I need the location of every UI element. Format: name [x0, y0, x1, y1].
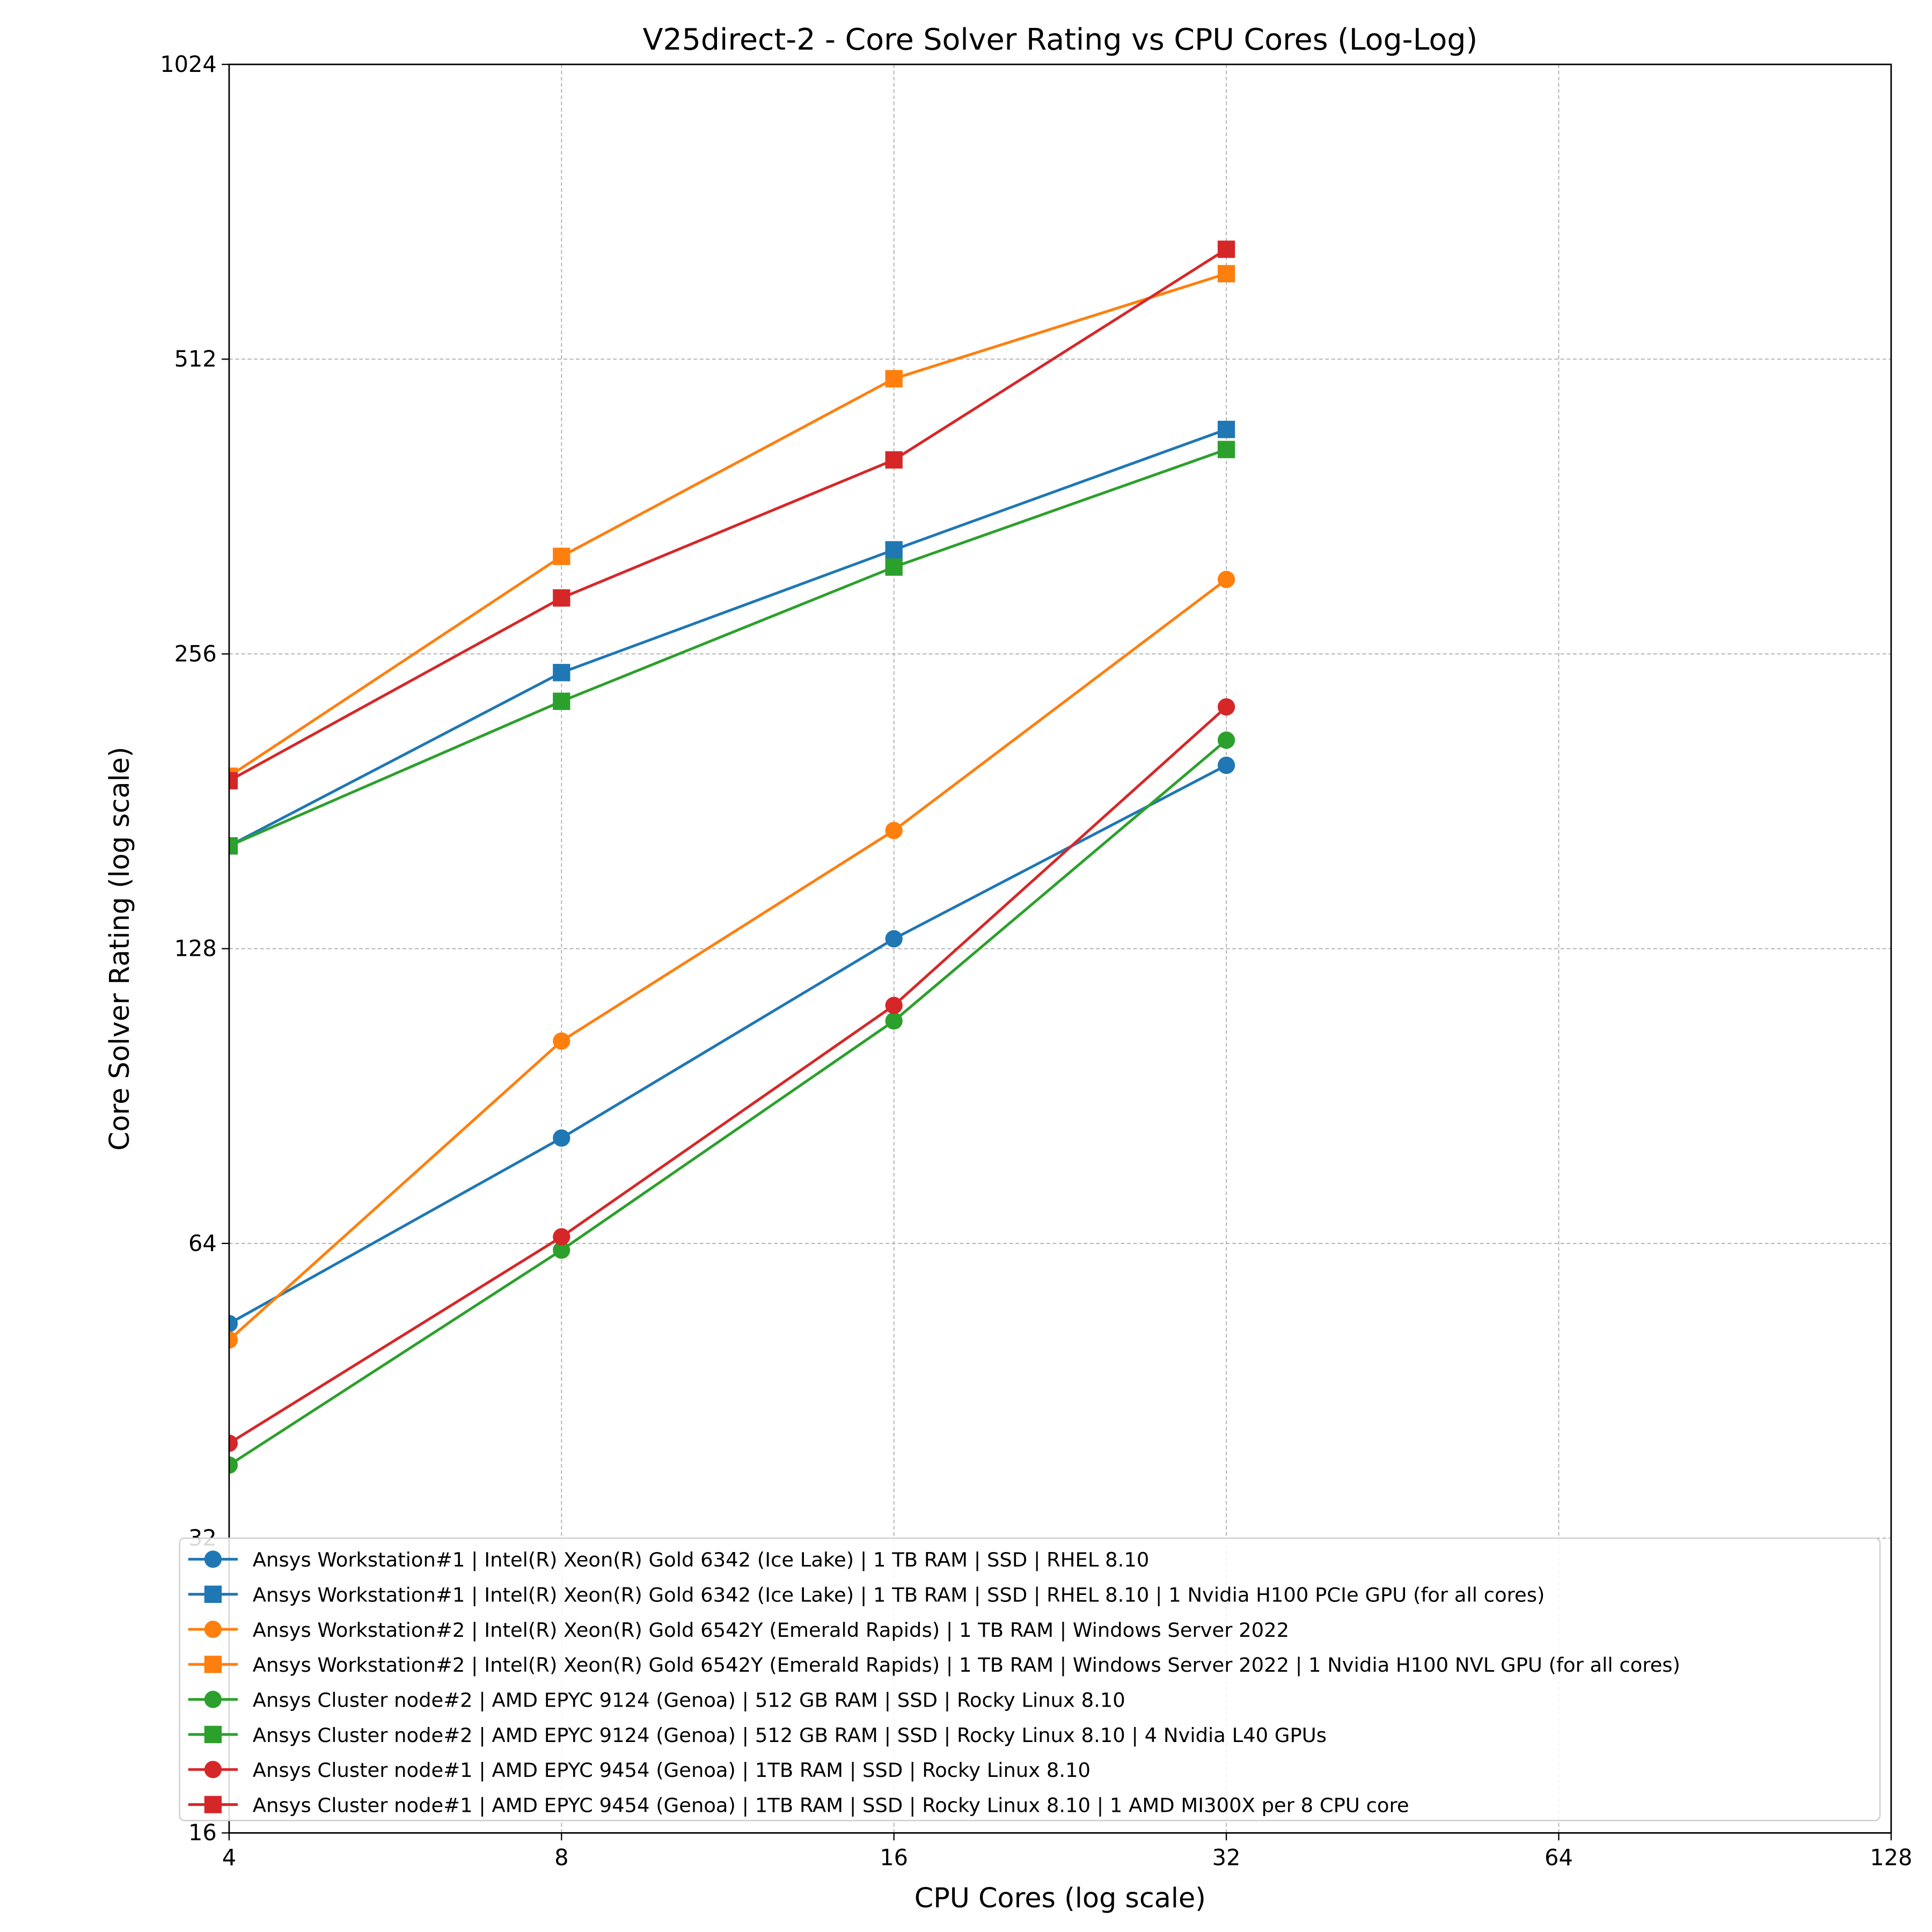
- y-tick-label: 512: [174, 346, 217, 372]
- data-point: [885, 822, 903, 839]
- legend-label: Ansys Cluster node#2 | AMD EPYC 9124 (Ge…: [253, 1688, 1125, 1712]
- x-axis-label: CPU Cores (log scale): [914, 1882, 1206, 1914]
- data-point: [885, 558, 903, 576]
- data-point: [553, 1228, 570, 1246]
- legend-label: Ansys Cluster node#2 | AMD EPYC 9124 (Ge…: [253, 1724, 1327, 1747]
- legend-marker: [204, 1796, 222, 1813]
- legend-entry: Ansys Cluster node#1 | AMD EPYC 9454 (Ge…: [188, 1759, 1091, 1782]
- series-line: [229, 764, 1227, 1325]
- legend-label: Ansys Cluster node#1 | AMD EPYC 9454 (Ge…: [253, 1794, 1409, 1817]
- data-point: [553, 1129, 570, 1147]
- legend-label: Ansys Cluster node#1 | AMD EPYC 9454 (Ge…: [253, 1759, 1091, 1782]
- legend-entry: Ansys Cluster node#2 | AMD EPYC 9124 (Ge…: [188, 1688, 1125, 1712]
- data-point: [885, 1012, 903, 1030]
- series-2: [229, 570, 1235, 1349]
- legend-box: [179, 1538, 1881, 1821]
- data-point: [1217, 570, 1235, 588]
- data-point: [229, 837, 238, 855]
- legend-label: Ansys Workstation#2 | Intel(R) Xeon(R) G…: [253, 1619, 1289, 1642]
- data-point: [229, 772, 238, 789]
- legend-label: Ansys Workstation#1 | Intel(R) Xeon(R) G…: [253, 1548, 1150, 1572]
- data-point: [1217, 421, 1235, 438]
- y-tick-label: 128: [174, 935, 217, 962]
- data-point: [553, 1241, 570, 1259]
- x-tick-label: 128: [1870, 1844, 1912, 1870]
- series-4: [229, 731, 1235, 1474]
- legend-label: Ansys Workstation#2 | Intel(R) Xeon(R) G…: [253, 1653, 1680, 1677]
- legend-marker: [204, 1690, 222, 1708]
- series-line: [229, 578, 1227, 1341]
- data-point: [885, 997, 903, 1014]
- data-point: [885, 930, 903, 948]
- legend-marker: [204, 1620, 222, 1638]
- series-5: [229, 441, 1235, 855]
- y-tick-label: 256: [174, 640, 217, 667]
- data-point: [229, 1315, 238, 1333]
- data-point: [885, 541, 903, 559]
- x-tick-label: 4: [222, 1844, 236, 1870]
- legend-marker: [204, 1585, 222, 1603]
- legend-entry: Ansys Workstation#2 | Intel(R) Xeon(R) G…: [188, 1619, 1289, 1642]
- data-point: [553, 589, 570, 607]
- legend-marker: [204, 1656, 222, 1673]
- series-6: [229, 698, 1235, 1452]
- legend-entry: Ansys Cluster node#2 | AMD EPYC 9124 (Ge…: [188, 1724, 1327, 1747]
- y-tick-label: 16: [188, 1819, 217, 1846]
- series-0: [229, 756, 1235, 1333]
- legend-marker: [204, 1761, 222, 1779]
- data-point: [1217, 240, 1235, 258]
- x-tick-label: 64: [1545, 1844, 1573, 1870]
- series-line: [229, 272, 1227, 778]
- data-point: [1217, 265, 1235, 283]
- legend-entry: Ansys Cluster node#1 | AMD EPYC 9454 (Ge…: [188, 1794, 1409, 1817]
- data-point: [885, 451, 903, 469]
- legend-entry: Ansys Workstation#1 | Intel(R) Xeon(R) G…: [188, 1584, 1545, 1607]
- series-7: [229, 240, 1235, 789]
- series-line: [229, 428, 1227, 847]
- data-point: [885, 370, 903, 387]
- series-line: [229, 448, 1227, 847]
- data-point: [553, 692, 570, 710]
- legend-marker: [204, 1550, 222, 1568]
- data-point: [1217, 731, 1235, 749]
- chart-title: V25direct-2 - Core Solver Rating vs CPU …: [643, 23, 1478, 57]
- x-tick-label: 32: [1212, 1844, 1241, 1870]
- legend-entry: Ansys Workstation#1 | Intel(R) Xeon(R) G…: [188, 1548, 1150, 1572]
- data-point: [1217, 698, 1235, 716]
- legend-entry: Ansys Workstation#2 | Intel(R) Xeon(R) G…: [188, 1653, 1680, 1677]
- data-point: [1217, 756, 1235, 774]
- data-point: [553, 664, 570, 682]
- data-point: [553, 547, 570, 565]
- data-point: [229, 1331, 238, 1349]
- data-point: [229, 1456, 238, 1474]
- legend-label: Ansys Workstation#1 | Intel(R) Xeon(R) G…: [253, 1584, 1545, 1607]
- legend-marker: [204, 1725, 222, 1744]
- x-tick-label: 8: [554, 1844, 568, 1870]
- series-line: [229, 248, 1227, 782]
- y-tick-label: 1024: [160, 51, 217, 77]
- series-line: [229, 739, 1227, 1467]
- series-line: [229, 706, 1227, 1445]
- y-tick-label: 64: [188, 1230, 217, 1256]
- data-point: [229, 1435, 238, 1452]
- data-point: [1217, 441, 1235, 458]
- y-axis-label: Core Solver Rating (log scale): [104, 747, 135, 1151]
- legend: Ansys Workstation#1 | Intel(R) Xeon(R) G…: [179, 1538, 1881, 1821]
- series-layer: [229, 240, 1235, 1474]
- x-tick-label: 16: [880, 1844, 908, 1870]
- data-point: [553, 1032, 570, 1050]
